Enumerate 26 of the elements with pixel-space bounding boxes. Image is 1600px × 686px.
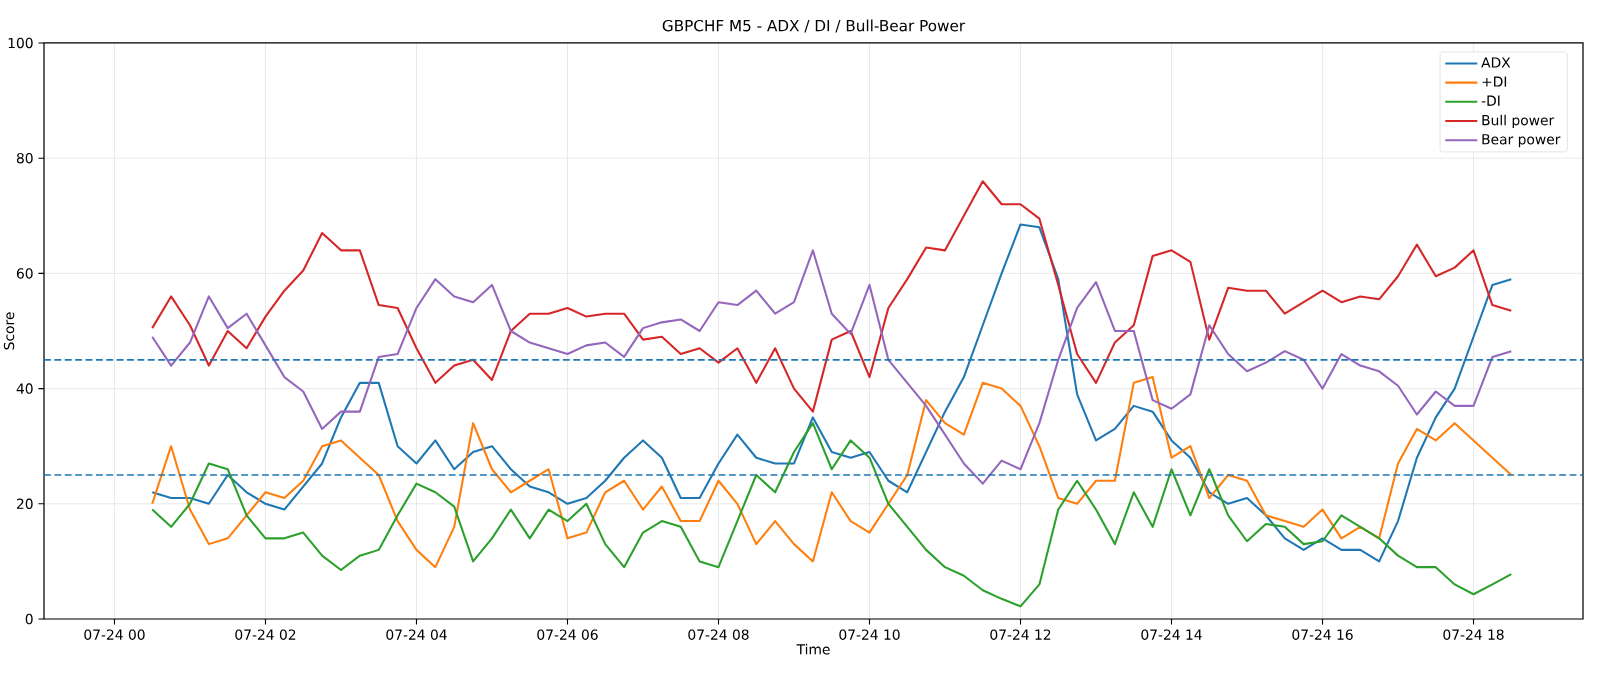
x-axis-title: Time xyxy=(796,643,830,655)
x-tick-label: 07-24 08 xyxy=(688,629,749,640)
x-tick-label: 07-24 02 xyxy=(235,629,296,640)
y-tick-label: 40 xyxy=(16,383,33,394)
y-tick-label: 20 xyxy=(16,498,33,510)
y-tick-label: 100 xyxy=(8,37,33,49)
x-tick-label: 07-24 04 xyxy=(386,629,447,640)
legend-label: +DI xyxy=(1482,76,1507,87)
x-tick-label: 07-24 00 xyxy=(84,629,145,640)
x-tick-label: 07-24 10 xyxy=(839,629,900,640)
x-tick-label: 07-24 14 xyxy=(1141,629,1202,640)
y-tick-label: 60 xyxy=(16,268,33,279)
line-series xyxy=(151,249,1513,485)
legend-label: ADX xyxy=(1481,57,1511,68)
line-series xyxy=(151,376,1513,569)
x-tick-label: 07-24 16 xyxy=(1292,629,1353,640)
x-tick-label: 07-24 12 xyxy=(990,629,1051,640)
y-tick-label: 0 xyxy=(25,613,33,625)
x-tick-label: 07-24 06 xyxy=(537,629,598,640)
legend-label: -DI xyxy=(1481,95,1500,106)
y-axis-title: Score xyxy=(3,312,15,350)
chart-title: GBPCHF M5 - ADX / DI / Bull-Bear Power xyxy=(662,19,966,33)
y-tick-label: 80 xyxy=(16,152,33,164)
legend-label: Bull power xyxy=(1482,114,1555,129)
legend-label: Bear power xyxy=(1482,134,1561,148)
x-tick-label: 07-24 18 xyxy=(1443,629,1504,640)
